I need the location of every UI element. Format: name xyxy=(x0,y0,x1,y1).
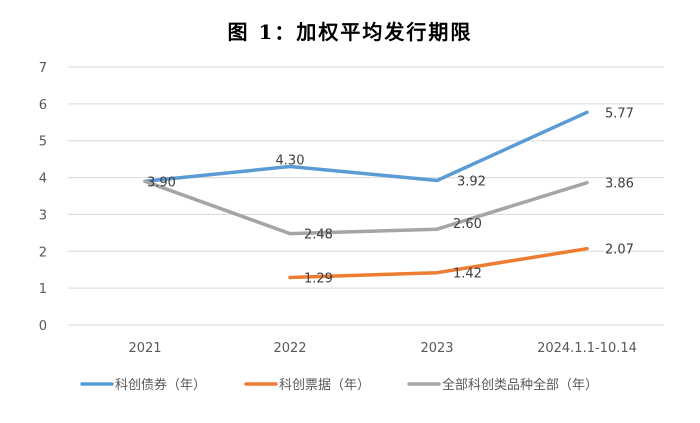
grid-lines xyxy=(68,66,664,326)
data-label: 2.48 xyxy=(304,228,333,243)
data-label: 2.60 xyxy=(453,217,482,232)
y-tick-label: 3 xyxy=(39,208,47,223)
data-label: 3.86 xyxy=(605,177,634,192)
data-label: 1.29 xyxy=(304,271,333,286)
chart-title: 图 1：加权平均发行期限 xyxy=(227,20,473,44)
series-line-2 xyxy=(143,179,589,236)
legend-label: 科创票据（年） xyxy=(279,378,370,393)
data-label: 3.92 xyxy=(457,175,486,190)
y-tick-label: 0 xyxy=(39,319,47,334)
data-label: 3.90 xyxy=(147,175,176,190)
y-tick-label: 6 xyxy=(39,98,47,113)
y-tick-label: 1 xyxy=(39,282,47,297)
x-tick-label: 2021 xyxy=(128,341,161,356)
y-axis-ticks: 0 1 2 3 4 5 6 7 xyxy=(39,61,47,334)
y-tick-label: 2 xyxy=(39,245,47,260)
data-label: 4.30 xyxy=(276,154,305,169)
data-label: 2.07 xyxy=(605,243,634,258)
y-tick-label: 7 xyxy=(39,61,47,76)
series-lines xyxy=(143,110,589,280)
series-line-0 xyxy=(143,110,589,184)
data-label: 5.77 xyxy=(605,106,634,121)
y-tick-label: 4 xyxy=(39,172,47,187)
data-labels: 3.90 4.30 3.92 5.77 1.29 1.42 2.07 2.48 2.60 3.86 xyxy=(147,106,634,286)
x-axis-ticks: 2021 2022 2023 2024.1.1-10.14 xyxy=(128,341,636,356)
legend-label: 全部科创类品种全部（年） xyxy=(442,377,598,393)
series-line-1 xyxy=(288,246,589,280)
x-tick-label: 2022 xyxy=(273,341,306,356)
legend-label: 科创债券（年） xyxy=(115,377,206,393)
y-tick-label: 5 xyxy=(39,135,47,150)
data-label: 1.42 xyxy=(453,267,482,282)
x-tick-label: 2024.1.1-10.14 xyxy=(537,341,637,356)
x-tick-label: 2023 xyxy=(420,341,453,356)
legend: 科创债券（年） 科创票据（年） 全部科创类品种全部（年） xyxy=(80,377,598,393)
